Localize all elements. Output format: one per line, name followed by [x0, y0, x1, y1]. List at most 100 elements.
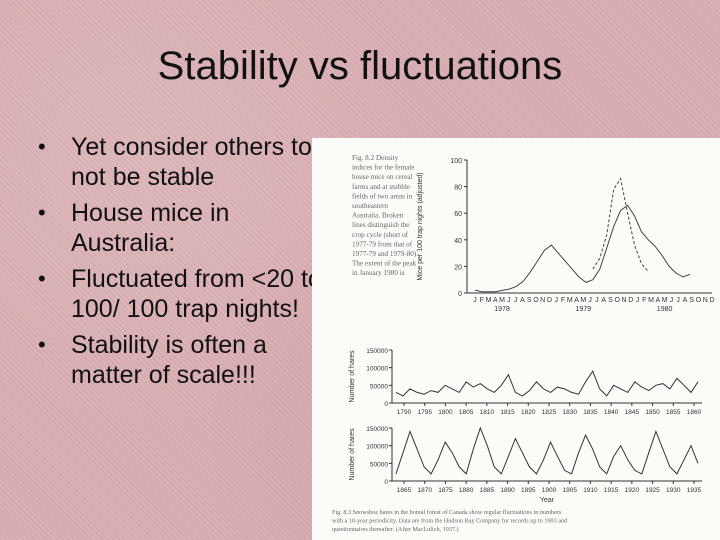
x-tick-label: 1930 — [666, 487, 681, 494]
year-label: 1979 — [576, 306, 592, 313]
x-tick-label: 1875 — [438, 487, 453, 494]
figure-caption: in January 1980 is — [352, 269, 405, 277]
x-tick-label: M — [648, 297, 654, 304]
x-tick-label: 1790 — [397, 409, 412, 416]
series-line — [395, 426, 699, 475]
x-tick-label: 1920 — [625, 487, 640, 494]
y-axis-label: Mice per 100 trap nights (adjusted) — [417, 172, 424, 280]
x-tick-label: A — [520, 297, 525, 304]
x-tick-label: 1825 — [542, 409, 557, 416]
y-axis-label: Number of hares — [349, 350, 356, 403]
x-tick-label: 1845 — [625, 409, 640, 416]
y-tick-label: 150000 — [366, 348, 388, 355]
x-tick-label: M — [662, 297, 668, 304]
y-tick-label: 80 — [454, 185, 462, 192]
x-tick-label: D — [628, 297, 633, 304]
figure-caption: crop cycle (short of — [352, 231, 409, 239]
figure-caption: fields of two areas in — [352, 192, 413, 200]
x-tick-label: 1835 — [583, 409, 598, 416]
x-tick-label: 1810 — [480, 409, 495, 416]
x-tick-label: 1900 — [542, 487, 557, 494]
y-tick-label: 40 — [454, 238, 462, 245]
x-tick-label: N — [703, 297, 708, 304]
x-tick-label: O — [614, 297, 620, 304]
x-tick-label: 1860 — [687, 409, 702, 416]
x-tick-label: 1820 — [521, 409, 536, 416]
x-tick-label: M — [580, 297, 586, 304]
figure-caption: questionnaires thereafter. (After MacLul… — [332, 526, 459, 533]
bullet-list: Yet consider others to not be stable Hou… — [38, 132, 328, 396]
y-tick-label: 100000 — [366, 366, 388, 373]
y-tick-label: 0 — [458, 291, 462, 298]
x-tick-label: D — [547, 297, 552, 304]
x-tick-label: A — [683, 297, 688, 304]
x-tick-label: O — [533, 297, 539, 304]
x-tick-label: J — [670, 297, 674, 304]
x-tick-label: J — [676, 297, 680, 304]
y-tick-label: 50000 — [370, 383, 388, 390]
x-tick-label: A — [574, 297, 579, 304]
x-tick-label: 1870 — [417, 487, 432, 494]
x-tick-label: 1865 — [397, 487, 412, 494]
figure-image: Fig. 8.2 Density indices for the female ho… — [312, 138, 720, 540]
x-tick-label: 1910 — [583, 487, 598, 494]
x-tick-label: J — [473, 297, 477, 304]
figure-caption: indices for the female — [352, 164, 414, 172]
x-tick-label: M — [486, 297, 492, 304]
x-tick-label: 1905 — [562, 487, 577, 494]
population-charts: Fig. 8.2 Density indices for the femaleho… — [332, 154, 715, 533]
x-tick-label: A — [601, 297, 606, 304]
x-tick-label: 1815 — [500, 409, 515, 416]
x-tick-label: D — [709, 297, 714, 304]
x-tick-label: 1885 — [480, 487, 495, 494]
x-tick-label: 1895 — [521, 487, 536, 494]
x-tick-label: A — [655, 297, 660, 304]
x-tick-label: J — [555, 297, 559, 304]
x-tick-label: 1890 — [500, 487, 515, 494]
x-tick-label: 1830 — [562, 409, 577, 416]
x-tick-label: J — [514, 297, 518, 304]
figure-caption: Fig. 8.3 Snowshoe hares in the boreal fo… — [332, 509, 562, 516]
bullet-item: Stability is often a matter of scale!!! — [38, 330, 328, 390]
figure-caption: Australia. Broken — [352, 212, 404, 220]
bullet-item: Fluctuated from <20 to 100/ 100 trap nig… — [38, 264, 328, 324]
series-line — [395, 370, 699, 397]
y-tick-label: 50000 — [370, 461, 388, 468]
y-tick-label: 150000 — [366, 426, 388, 433]
slide-title: Stability vs fluctuations — [157, 44, 563, 88]
figure-caption: 1977-79 and 1979-80). — [352, 250, 418, 258]
x-tick-label: A — [493, 297, 498, 304]
x-tick-label: S — [608, 297, 613, 304]
x-tick-label: 1805 — [459, 409, 474, 416]
x-tick-label: J — [588, 297, 592, 304]
x-tick-label: N — [540, 297, 545, 304]
x-tick-label: J — [507, 297, 511, 304]
x-tick-label: N — [621, 297, 626, 304]
y-tick-label: 60 — [454, 211, 462, 218]
bullet-item: House mice in Australia: — [38, 198, 328, 258]
year-label: 1978 — [494, 306, 510, 313]
x-tick-label: M — [499, 297, 505, 304]
figure-caption: The extent of the peak — [352, 260, 417, 268]
x-axis-label: Year — [540, 497, 555, 504]
x-tick-label: J — [595, 297, 599, 304]
x-tick-label: S — [527, 297, 532, 304]
x-tick-label: 1925 — [645, 487, 660, 494]
x-tick-label: 1800 — [438, 409, 453, 416]
figure-caption: house mice on cereal — [352, 173, 412, 181]
x-tick-label: 1855 — [666, 409, 681, 416]
x-tick-label: 1915 — [604, 487, 619, 494]
y-tick-label: 100 — [450, 158, 462, 165]
series-line — [474, 204, 691, 293]
y-tick-label: 20 — [454, 264, 462, 271]
figure-caption: 1977-79 from that of — [352, 240, 413, 248]
bullet-item: Yet consider others to not be stable — [38, 132, 328, 192]
y-tick-label: 100000 — [366, 444, 388, 451]
x-tick-label: 1935 — [687, 487, 702, 494]
y-axis-label: Number of hares — [349, 428, 356, 481]
figure-caption: lines distinguish the — [352, 221, 410, 229]
x-tick-label: O — [696, 297, 702, 304]
x-tick-label: 1880 — [459, 487, 474, 494]
x-tick-label: 1850 — [645, 409, 660, 416]
y-tick-label: 0 — [384, 401, 388, 408]
